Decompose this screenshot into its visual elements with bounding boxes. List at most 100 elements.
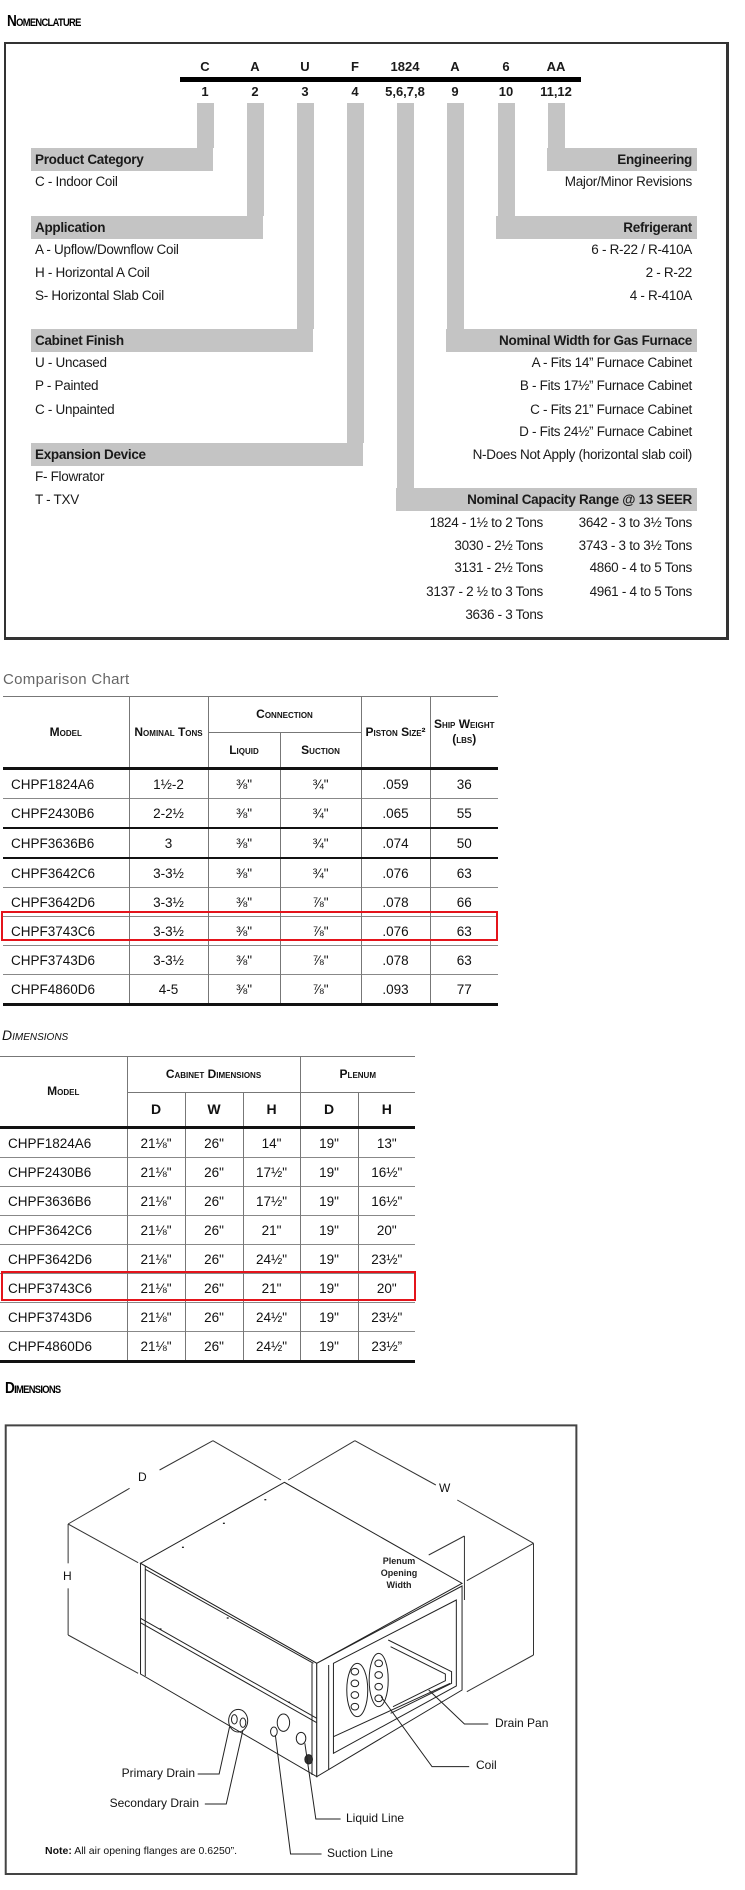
code-segment: U (300, 59, 310, 74)
value-cell: 19" (299, 1186, 359, 1216)
capacity-item: 3636 - 3 Tons (465, 607, 543, 622)
header-cabinet-w: W (184, 1092, 243, 1129)
header-liquid: Liquid (207, 732, 280, 770)
code-segment: AA (546, 59, 566, 74)
diagram-frame (6, 1425, 577, 1874)
model-cell: CHPF3642D6 (0, 1244, 127, 1274)
value-cell: .093 (360, 974, 431, 1006)
label-drain-pan: Drain Pan (495, 1716, 549, 1730)
label-secondary-drain: Secondary Drain (109, 1796, 199, 1810)
header-model: Model (3, 696, 129, 770)
diagram-note: Note: All air opening flanges are 0.6250… (45, 1844, 237, 1858)
value-cell: 16½" (357, 1186, 416, 1216)
value-cell: ⅞" (279, 974, 362, 1006)
value-cell: 63 (429, 945, 499, 975)
value-cell: .076 (360, 857, 431, 888)
value-cell: ⅜" (207, 945, 280, 975)
plenum-opening (333, 1600, 456, 1753)
value-cell: 26" (184, 1215, 243, 1245)
capacity-item: 3642 - 3 to 3½ Tons (578, 515, 693, 530)
code-segment: A (450, 59, 460, 74)
section-item: A - Upflow/Downflow Coil (35, 242, 179, 257)
value-cell: 3 (128, 827, 208, 858)
comparison-table: Model Nominal Tons Connection Piston Siz… (3, 696, 499, 1006)
value-cell: 21⅛" (126, 1331, 185, 1363)
liquid-fitting (296, 1732, 306, 1744)
dim-label-d: D (138, 1470, 147, 1484)
value-cell: 77 (429, 974, 499, 1006)
value-cell: ⅜" (207, 798, 280, 828)
comparison-highlight-box (1, 911, 498, 941)
value-cell: 20" (357, 1215, 416, 1245)
model-cell: CHPF4860D6 (0, 1331, 127, 1363)
model-cell: CHPF3636B6 (0, 1186, 127, 1216)
value-cell: 21⅛" (126, 1215, 185, 1245)
model-cell: CHPF2430B6 (0, 1157, 127, 1187)
model-cell: CHPF3743D6 (3, 945, 129, 975)
section-title-refrigerant: Refrigerant (623, 220, 692, 235)
comparison-chart-title: Comparison Chart (3, 671, 130, 688)
value-cell: 26" (184, 1127, 243, 1158)
value-cell: 19" (299, 1215, 359, 1245)
section-title-application: Application (35, 220, 106, 235)
table-row: CHPF3636B6 21⅛" 26" 17½" 19" 16½" (0, 1186, 416, 1216)
header-cabinet-dimensions: Cabinet Dimensions (126, 1056, 301, 1093)
code-rule (180, 77, 581, 82)
header-cabinet-h: H (242, 1092, 301, 1129)
capacity-item: 4961 - 4 to 5 Tons (589, 584, 693, 599)
plenum-label-1: Plenum (382, 1556, 416, 1566)
connector-bar (447, 103, 464, 329)
note-label: Note: (45, 1845, 72, 1857)
connector-bar (197, 103, 214, 148)
code-position: 3 (301, 84, 309, 99)
value-cell: 4-5 (128, 974, 208, 1006)
plenum-label-2: Opening (380, 1568, 418, 1578)
section-item: A - Fits 14” Furnace Cabinet (531, 355, 693, 370)
section-item: U - Uncased (35, 355, 107, 370)
value-cell: 3-3½ (128, 857, 208, 888)
section-title-capacity: Nominal Capacity Range @ 13 SEER (467, 492, 692, 507)
model-cell: CHPF3743C6 (0, 1273, 127, 1303)
value-cell: ¾" (279, 768, 362, 799)
drain-fitting (229, 1709, 248, 1732)
table-row: CHPF3743D6 21⅛" 26" 24½" 19" 23½" (0, 1302, 416, 1332)
value-cell: 55 (429, 798, 499, 828)
value-cell: 21⅛" (126, 1273, 185, 1303)
label-primary-drain: Primary Drain (121, 1766, 195, 1780)
value-cell: ⅞" (279, 945, 362, 975)
value-cell: ⅜" (207, 768, 280, 799)
dim-label-w: W (439, 1481, 451, 1495)
value-cell: 19" (299, 1302, 359, 1332)
value-cell: 21⅛" (126, 1127, 185, 1158)
header-model: Model (0, 1056, 127, 1129)
section-item: P - Painted (35, 378, 99, 393)
section-item: F- Flowrator (35, 469, 105, 484)
dim-label-h: H (63, 1569, 72, 1583)
section-item: N-Does Not Apply (horizontal slab coil) (472, 447, 693, 462)
nomenclature-heading: Nomenclature (7, 13, 81, 30)
table-row: CHPF2430B6 21⅛" 26" 17½" 19" 16½" (0, 1157, 416, 1187)
section-item: Major/Minor Revisions (564, 174, 693, 189)
code-position: 1 (201, 84, 209, 99)
section-header-bar (396, 488, 697, 511)
header-suction: Suction (279, 732, 362, 770)
model-cell: CHPF4860D6 (3, 974, 129, 1006)
table-row: CHPF4860D6 21⅛" 26" 24½" 19" 23½” (0, 1331, 416, 1363)
panel-screws (159, 1499, 291, 1703)
label-coil: Coil (476, 1758, 497, 1772)
section-header-bar (31, 216, 263, 239)
value-cell: 26" (184, 1244, 243, 1274)
leader-lines (198, 1690, 489, 1854)
header-piston-size: Piston Size² (360, 696, 431, 770)
value-cell: 26" (184, 1157, 243, 1187)
code-position: 10 (498, 84, 514, 99)
connector-bar (548, 103, 565, 148)
table-row: CHPF3636B6 3 ⅜" ¾" .074 50 (3, 827, 499, 858)
value-cell: 23½” (357, 1331, 416, 1363)
section-title-cabinet-finish: Cabinet Finish (35, 333, 124, 348)
value-cell: ¾" (279, 827, 362, 858)
value-cell: ¾" (279, 798, 362, 828)
code-segment: C (200, 59, 210, 74)
value-cell: 20" (357, 1273, 416, 1303)
value-cell: 17½" (242, 1186, 301, 1216)
